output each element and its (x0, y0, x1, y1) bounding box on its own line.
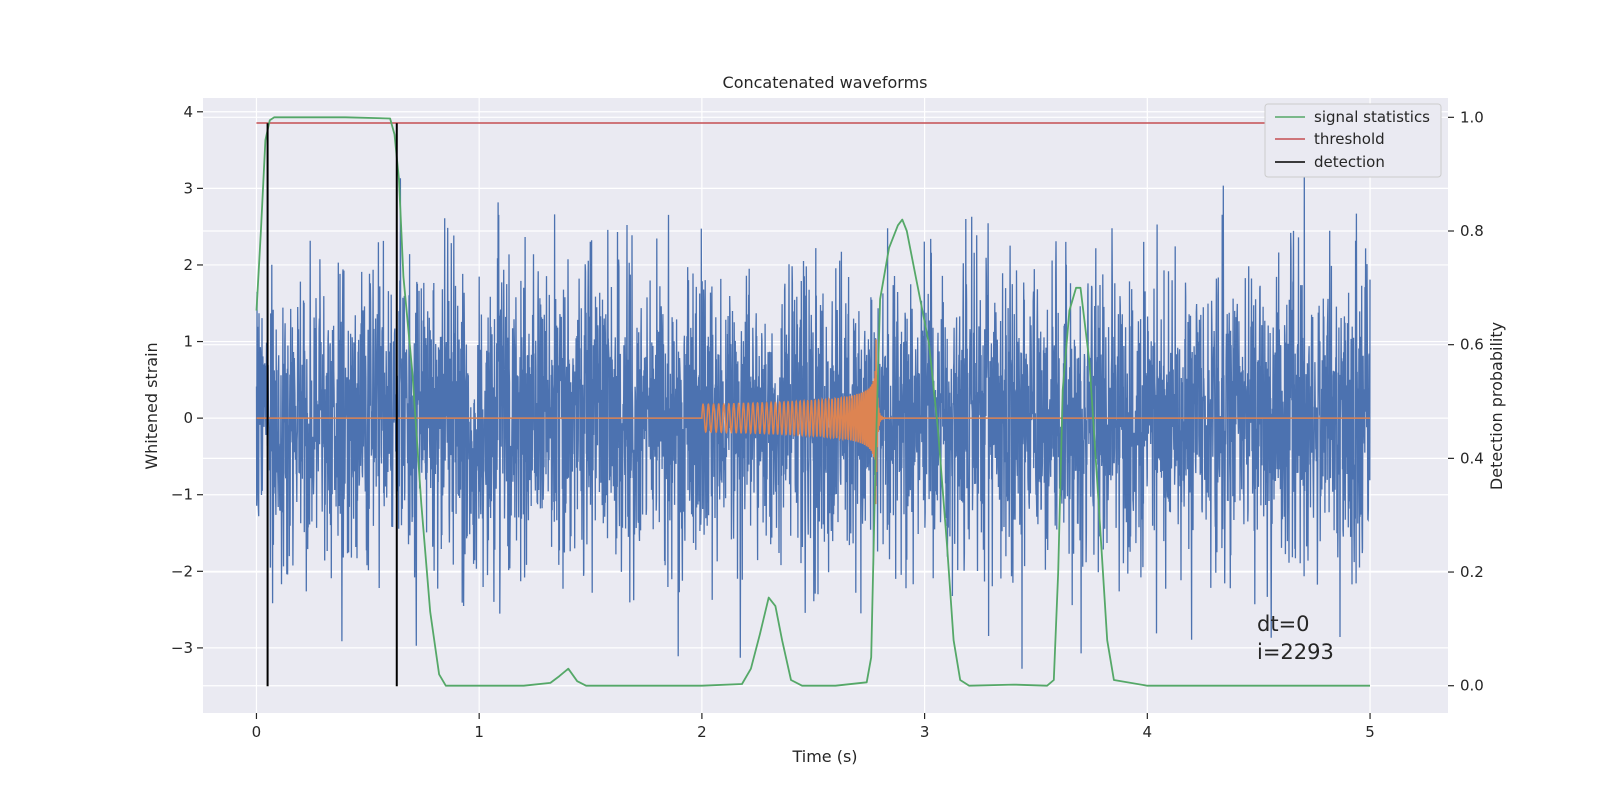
template-series-line (256, 339, 1370, 505)
strain-series-line (255, 156, 1371, 669)
x-tick-label: 5 (1365, 723, 1375, 741)
x-tick-label: 4 (1143, 723, 1153, 741)
x-tick-label: 2 (697, 723, 707, 741)
x-axis-label: Time (s) (791, 747, 857, 766)
y-tick-label: 0 (183, 409, 193, 427)
axes: −3 −2 −1 0 1 2 3 4 0 1 2 3 4 5 0.0 0.2 0.4 0.6 0.8 1.0 (171, 103, 1484, 741)
y2-tick-label: 0.2 (1460, 563, 1484, 581)
y2-tick-label: 0.4 (1460, 449, 1484, 467)
y2-tick-label: 0.0 (1460, 677, 1484, 695)
legend-label-detection: detection (1314, 153, 1385, 171)
x-tick-label: 1 (474, 723, 484, 741)
legend-label-signal-statistics: signal statistics (1314, 108, 1430, 126)
y-tick-label: 1 (183, 333, 193, 351)
y-axis-label: Whitened strain (142, 342, 161, 469)
y-tick-label: −3 (171, 639, 193, 657)
y2-tick-label: 0.6 (1460, 336, 1484, 354)
y-tick-label: −1 (171, 486, 193, 504)
y2-tick-label: 1.0 (1460, 108, 1484, 126)
legend-label-threshold: threshold (1314, 130, 1385, 148)
y2-axis-label: Detection probability (1487, 322, 1506, 490)
x-tick-label: 3 (920, 723, 930, 741)
annotation-i: i=2293 (1257, 640, 1334, 664)
annotation-dt: dt=0 (1257, 612, 1310, 636)
y-tick-label: 2 (183, 256, 193, 274)
signal-statistics-line (255, 116, 1370, 687)
y-tick-label: 4 (183, 103, 193, 121)
y2-tick-label: 0.8 (1460, 222, 1484, 240)
chart-title: Concatenated waveforms (723, 73, 928, 92)
y-tick-label: −2 (171, 562, 193, 580)
x-tick-label: 0 (252, 723, 262, 741)
plot-area (255, 116, 1371, 687)
y-tick-label: 3 (183, 179, 193, 197)
legend-box (1264, 103, 1442, 178)
legend: signal statistics threshold detection (1264, 103, 1442, 178)
